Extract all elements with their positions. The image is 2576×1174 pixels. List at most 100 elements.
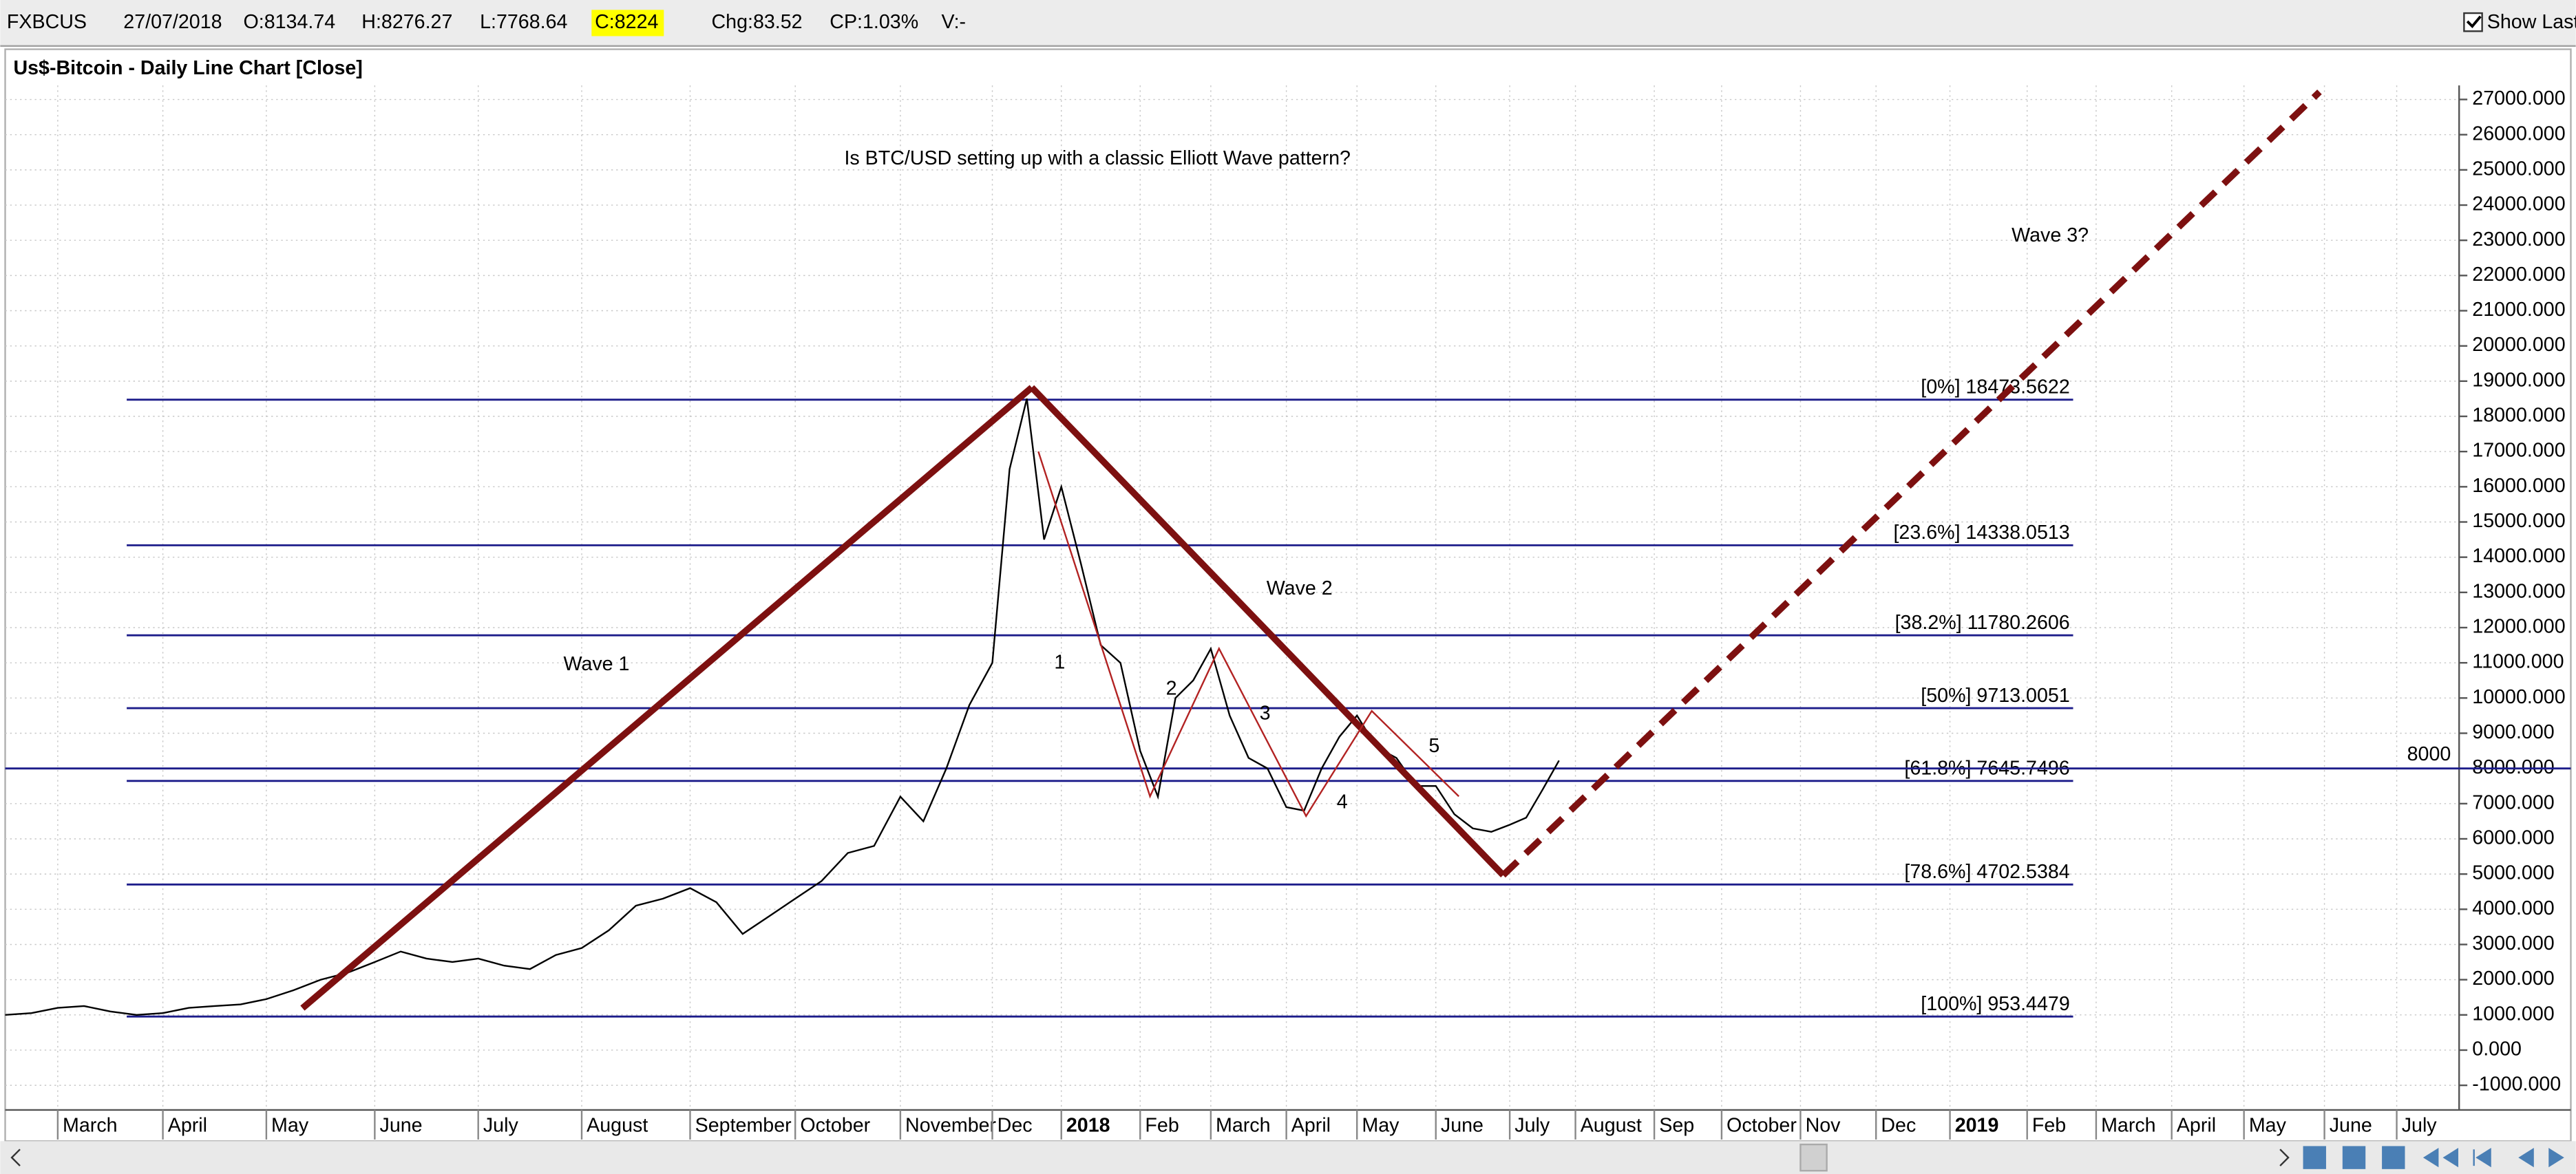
y-tick-label: 12000.000 [2472,616,2565,638]
fib-label: [78.6%] 4702.5384 [1904,861,2069,883]
y-tick-label: 22000.000 [2472,264,2565,286]
price-line [5,398,1560,1016]
x-tick-label: June [380,1114,423,1136]
y-tick-label: 23000.000 [2472,228,2565,250]
y-tick-label: 24000.000 [2472,193,2565,215]
y-tick-label: 6000.000 [2472,827,2554,849]
y-tick-label: 21000.000 [2472,299,2565,321]
x-tick-label: July [2402,1114,2438,1136]
x-tick-label: 2018 [1066,1114,1110,1136]
y-tick-label: 11000.000 [2472,651,2564,673]
symbol: FXBCUS [7,11,87,33]
checkbox-tick [2466,15,2482,29]
x-tick-label: March [1216,1114,1271,1136]
x-tick-label: October [800,1114,870,1136]
y-tick-label: 8000.000 [2472,756,2554,778]
volume: V:- [942,11,967,33]
x-tick-label: August [587,1114,648,1136]
sub-wave-label: 1 [1054,652,1065,674]
x-tick-label: Dec [1881,1114,1916,1136]
x-tick-label: October [1727,1114,1797,1136]
high: H:8276.27 [361,11,452,33]
scroll-right[interactable] [2279,1149,2290,1166]
y-tick-label: 4000.000 [2472,897,2554,919]
wave-1-line [300,385,1034,1011]
x-tick-label: 2019 [1955,1114,1999,1136]
wave-3-line [1501,89,2322,878]
y-tick-label: -1000.000 [2472,1074,2561,1096]
wave-label: Wave 1 [563,653,629,675]
scroll-thumb[interactable] [1799,1143,1828,1172]
y-tick-label: 1000.000 [2472,1003,2554,1025]
y-tick-label: 26000.000 [2472,122,2565,145]
y-tick-label: 13000.000 [2472,580,2565,602]
y-tick-label: 14000.000 [2472,545,2565,567]
wave-2-line [1029,385,1506,878]
x-tick-label: March [2101,1114,2156,1136]
x-tick-label: March [63,1114,118,1136]
close-highlight [591,10,664,36]
nav-button[interactable] [2342,1146,2366,1169]
chart-title: Us$-Bitcoin - Daily Line Chart [Close] [13,57,362,79]
y-tick-label: 3000.000 [2472,932,2554,954]
reference-label: 8000 [2407,743,2451,765]
x-tick-label: May [2249,1114,2287,1136]
toolbar [0,0,2576,46]
fib-label: [0%] 18473.5622 [1921,376,2069,398]
change-percent: CP:1.03% [830,11,918,33]
fib-label: [100%] 953.4479 [1921,993,2069,1015]
y-tick-label: 2000.000 [2472,968,2554,990]
sub-wave-label: 5 [1428,735,1439,757]
x-tick-label: Nov [1806,1114,1841,1136]
open: O:8134.74 [243,11,335,33]
close: C:8224 [595,11,658,33]
fib-label: [50%] 9713.0051 [1921,685,2069,707]
sub-wave-label: 3 [1260,702,1271,724]
show-last[interactable]: Show Last [2487,11,2576,33]
y-tick-label: 0.000 [2472,1038,2522,1060]
y-tick-label: 5000.000 [2472,862,2554,884]
nav-arrows[interactable] [2422,1148,2564,1168]
x-tick-label: June [1441,1114,1484,1136]
x-tick-label: June [2330,1114,2372,1136]
date: 27/07/2018 [123,11,222,33]
y-tick-label: 19000.000 [2472,369,2565,391]
x-tick-label: May [1362,1114,1400,1136]
wave-label: Wave 3? [2012,224,2089,246]
x-tick-label: Feb [1145,1114,1179,1136]
sub-wave-label: 2 [1166,678,1177,700]
y-tick-label: 7000.000 [2472,791,2554,813]
x-tick-label: April [2177,1114,2216,1136]
x-tick-label: Feb [2032,1114,2066,1136]
sub-wave-lines [1037,451,1459,818]
x-tick-label: July [1514,1114,1550,1136]
x-tick-label: April [1291,1114,1331,1136]
fib-label: [23.6%] 14338.0513 [1893,522,2069,544]
y-tick-label: 10000.000 [2472,686,2565,708]
y-tick-label: 15000.000 [2472,510,2565,532]
wave-label: Wave 2 [1267,577,1333,599]
y-tick-label: 20000.000 [2472,334,2565,356]
nav-button[interactable] [2382,1146,2405,1169]
y-tick-label: 16000.000 [2472,475,2565,497]
scroll-left[interactable] [10,1149,21,1166]
x-tick-label: September [695,1114,792,1136]
x-tick-label: Sep [1659,1114,1694,1136]
fib-label: [38.2%] 11780.2606 [1895,612,2070,634]
x-tick-label: May [271,1114,309,1136]
y-tick-label: 27000.000 [2472,87,2565,109]
x-tick-label: Dec [997,1114,1033,1136]
x-tick-label: August [1581,1114,1642,1136]
nav-button[interactable] [2303,1146,2326,1169]
y-tick-label: 9000.000 [2472,721,2554,743]
x-tick-label: November [905,1114,997,1136]
sub-wave-label: 4 [1337,791,1348,813]
y-tick-label: 25000.000 [2472,158,2565,180]
x-tick-label: July [483,1114,519,1136]
y-tick-label: 18000.000 [2472,405,2565,427]
low: L:7768.64 [480,11,567,33]
change: Chg:83.52 [712,11,803,33]
y-tick-label: 17000.000 [2472,440,2565,462]
scrollbar[interactable] [0,1141,2576,1174]
